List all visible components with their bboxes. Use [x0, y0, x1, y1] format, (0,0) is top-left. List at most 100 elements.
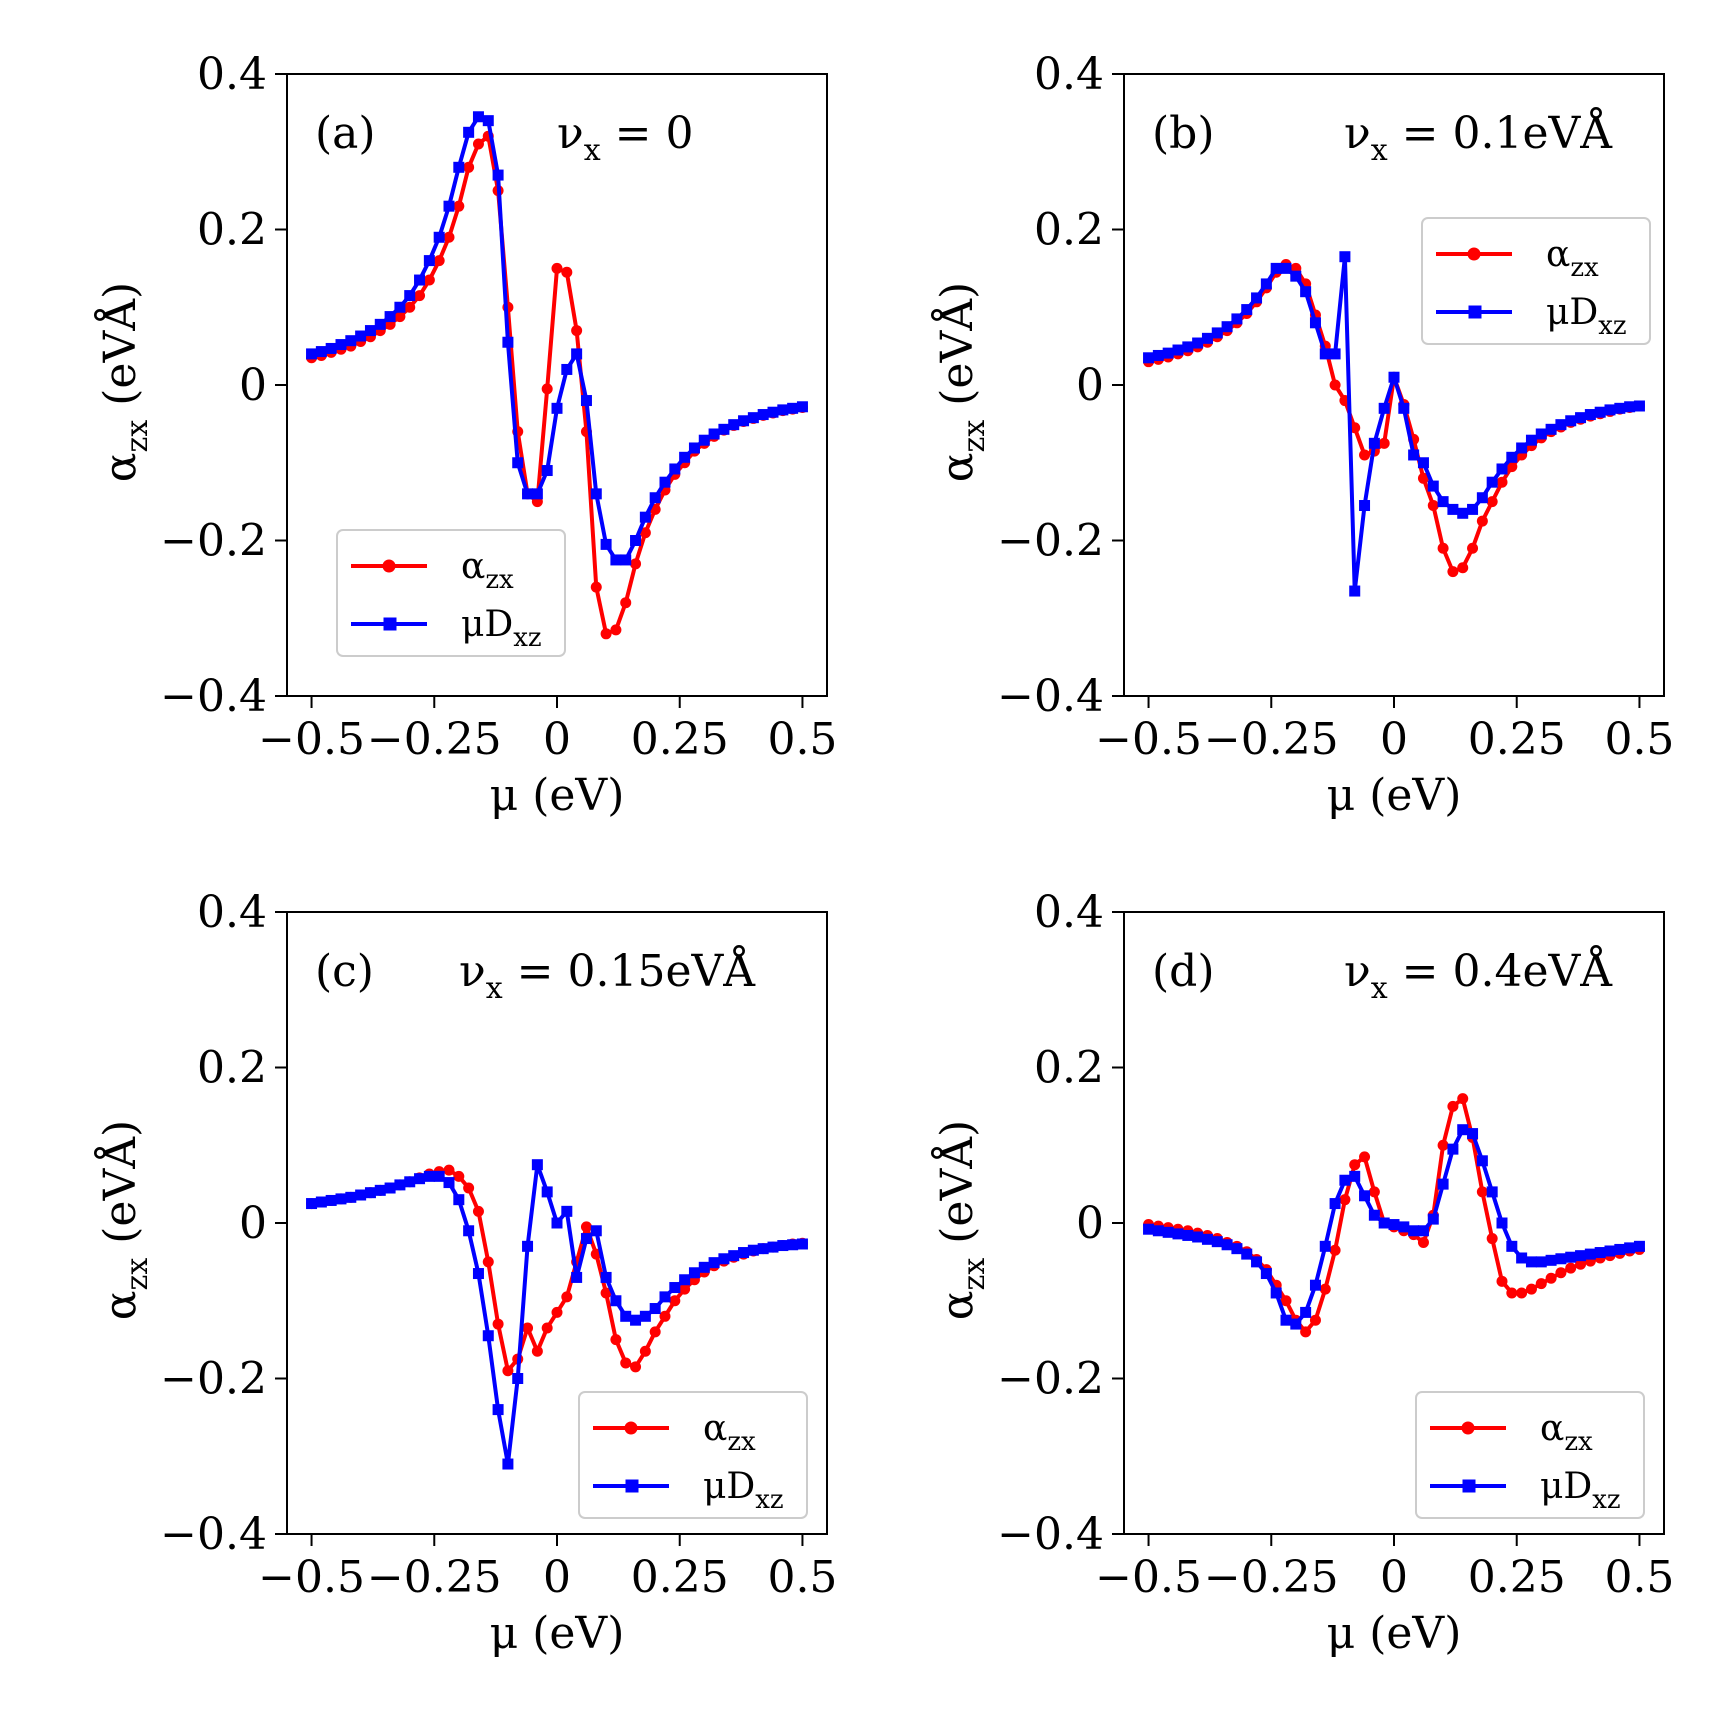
panel-c: −0.5 −0.25 0 0.25 0.5 0.4 0.2 0 −0.2 −0.4 (c) νx…: [93, 887, 837, 1659]
data-point: [669, 463, 681, 475]
data-point: [1535, 428, 1547, 440]
data-point: [1516, 442, 1528, 454]
data-point: [1575, 412, 1587, 424]
data-point: [404, 290, 416, 302]
legend-marker: [1462, 1479, 1476, 1493]
param-value: = 0.1eVÅ: [1388, 106, 1614, 159]
data-point: [502, 1458, 514, 1470]
data-point: [1359, 449, 1371, 461]
data-point: [443, 1164, 455, 1176]
data-point: [1349, 1159, 1361, 1171]
data-point: [1476, 515, 1488, 527]
data-point: [335, 339, 347, 351]
panel-parameter: νx = 0: [557, 108, 694, 168]
data-point: [600, 1287, 612, 1299]
data-point: [1172, 344, 1184, 356]
data-point: [1486, 1233, 1498, 1245]
data-point: [620, 554, 632, 566]
data-point: [561, 1205, 573, 1217]
x-tick-label: 0: [1380, 714, 1408, 765]
data-point: [315, 1196, 327, 1208]
data-point: [1231, 1243, 1243, 1255]
data-point: [1565, 1262, 1577, 1274]
data-point: [1211, 327, 1223, 339]
ylabel-main: α: [932, 1290, 983, 1320]
data-point: [1309, 317, 1321, 329]
x-tick-label: −0.5: [258, 1552, 365, 1603]
legend-label: μDxz: [461, 604, 542, 653]
data-point: [796, 1238, 808, 1250]
data-point: [1545, 1272, 1557, 1284]
data-point: [561, 266, 573, 278]
data-point: [1221, 1239, 1233, 1251]
data-point: [620, 1357, 632, 1369]
data-point: [1251, 292, 1263, 304]
x-tick-label: 0.25: [1468, 714, 1566, 765]
data-point: [1525, 434, 1537, 446]
data-point: [1575, 1258, 1587, 1270]
x-tick-label: −0.25: [1204, 1552, 1339, 1603]
data-point: [1143, 352, 1155, 364]
data-point: [355, 1189, 367, 1201]
legend: αzx μDxz: [1415, 1391, 1645, 1519]
data-point: [1447, 503, 1459, 515]
data-point: [767, 406, 779, 418]
data-point: [718, 423, 730, 435]
data-point: [443, 200, 455, 212]
data-point: [1300, 1306, 1312, 1318]
param-subscript: x: [584, 133, 601, 168]
data-point: [472, 111, 484, 123]
x-tick-label: 0.25: [1468, 1552, 1566, 1603]
legend-label: μDxz: [1546, 292, 1627, 341]
data-point: [590, 1225, 602, 1237]
data-point: [639, 511, 651, 523]
plot-lines: [1143, 1093, 1645, 1338]
param-value: = 0.15eVÅ: [503, 944, 757, 997]
legend-label: αzx: [461, 546, 514, 595]
legend-marker: [1461, 1421, 1475, 1435]
data-point: [1300, 1326, 1312, 1338]
data-point: [423, 1170, 435, 1182]
data-point: [394, 301, 406, 313]
data-point: [610, 624, 622, 636]
data-point: [433, 1170, 445, 1182]
data-point: [423, 255, 435, 267]
data-point: [531, 1159, 543, 1171]
x-tick-label: −0.25: [367, 714, 502, 765]
x-tick-label: −0.25: [1204, 714, 1339, 765]
data-point: [590, 581, 602, 593]
data-point: [1300, 286, 1312, 298]
data-point: [679, 1283, 691, 1295]
data-point: [1467, 1128, 1479, 1140]
data-point: [1476, 1155, 1488, 1167]
y-tick-label: 0: [1076, 360, 1104, 411]
data-point: [414, 274, 426, 286]
x-tick-label: −0.5: [1095, 714, 1202, 765]
data-point: [1201, 1233, 1213, 1245]
x-tick-label: 0: [1380, 1552, 1408, 1603]
data-point: [1349, 585, 1361, 597]
data-point: [522, 1322, 534, 1334]
data-point: [649, 492, 661, 504]
data-point: [394, 1179, 406, 1191]
panel-parameter: νx = 0.15eVÅ: [459, 944, 756, 1006]
x-tick-label: 0.5: [767, 714, 837, 765]
data-point: [1545, 423, 1557, 435]
data-point: [1516, 1252, 1528, 1264]
data-point: [472, 138, 484, 150]
data-point: [502, 1365, 514, 1377]
data-point: [1427, 1213, 1439, 1225]
data-point: [580, 395, 592, 407]
data-point: [522, 488, 534, 500]
data-point: [679, 451, 691, 463]
data-point: [374, 1184, 386, 1196]
data-point: [708, 1257, 720, 1269]
data-point: [1506, 451, 1518, 463]
data-point: [345, 1191, 357, 1203]
data-point: [1594, 1247, 1606, 1259]
panel-label: (c): [315, 946, 374, 997]
data-point: [561, 363, 573, 375]
data-point: [1378, 1217, 1390, 1229]
x-ticks: −0.5 −0.25 0 0.25 0.5: [1095, 696, 1674, 765]
y-tick-label: 0.2: [197, 1043, 267, 1094]
